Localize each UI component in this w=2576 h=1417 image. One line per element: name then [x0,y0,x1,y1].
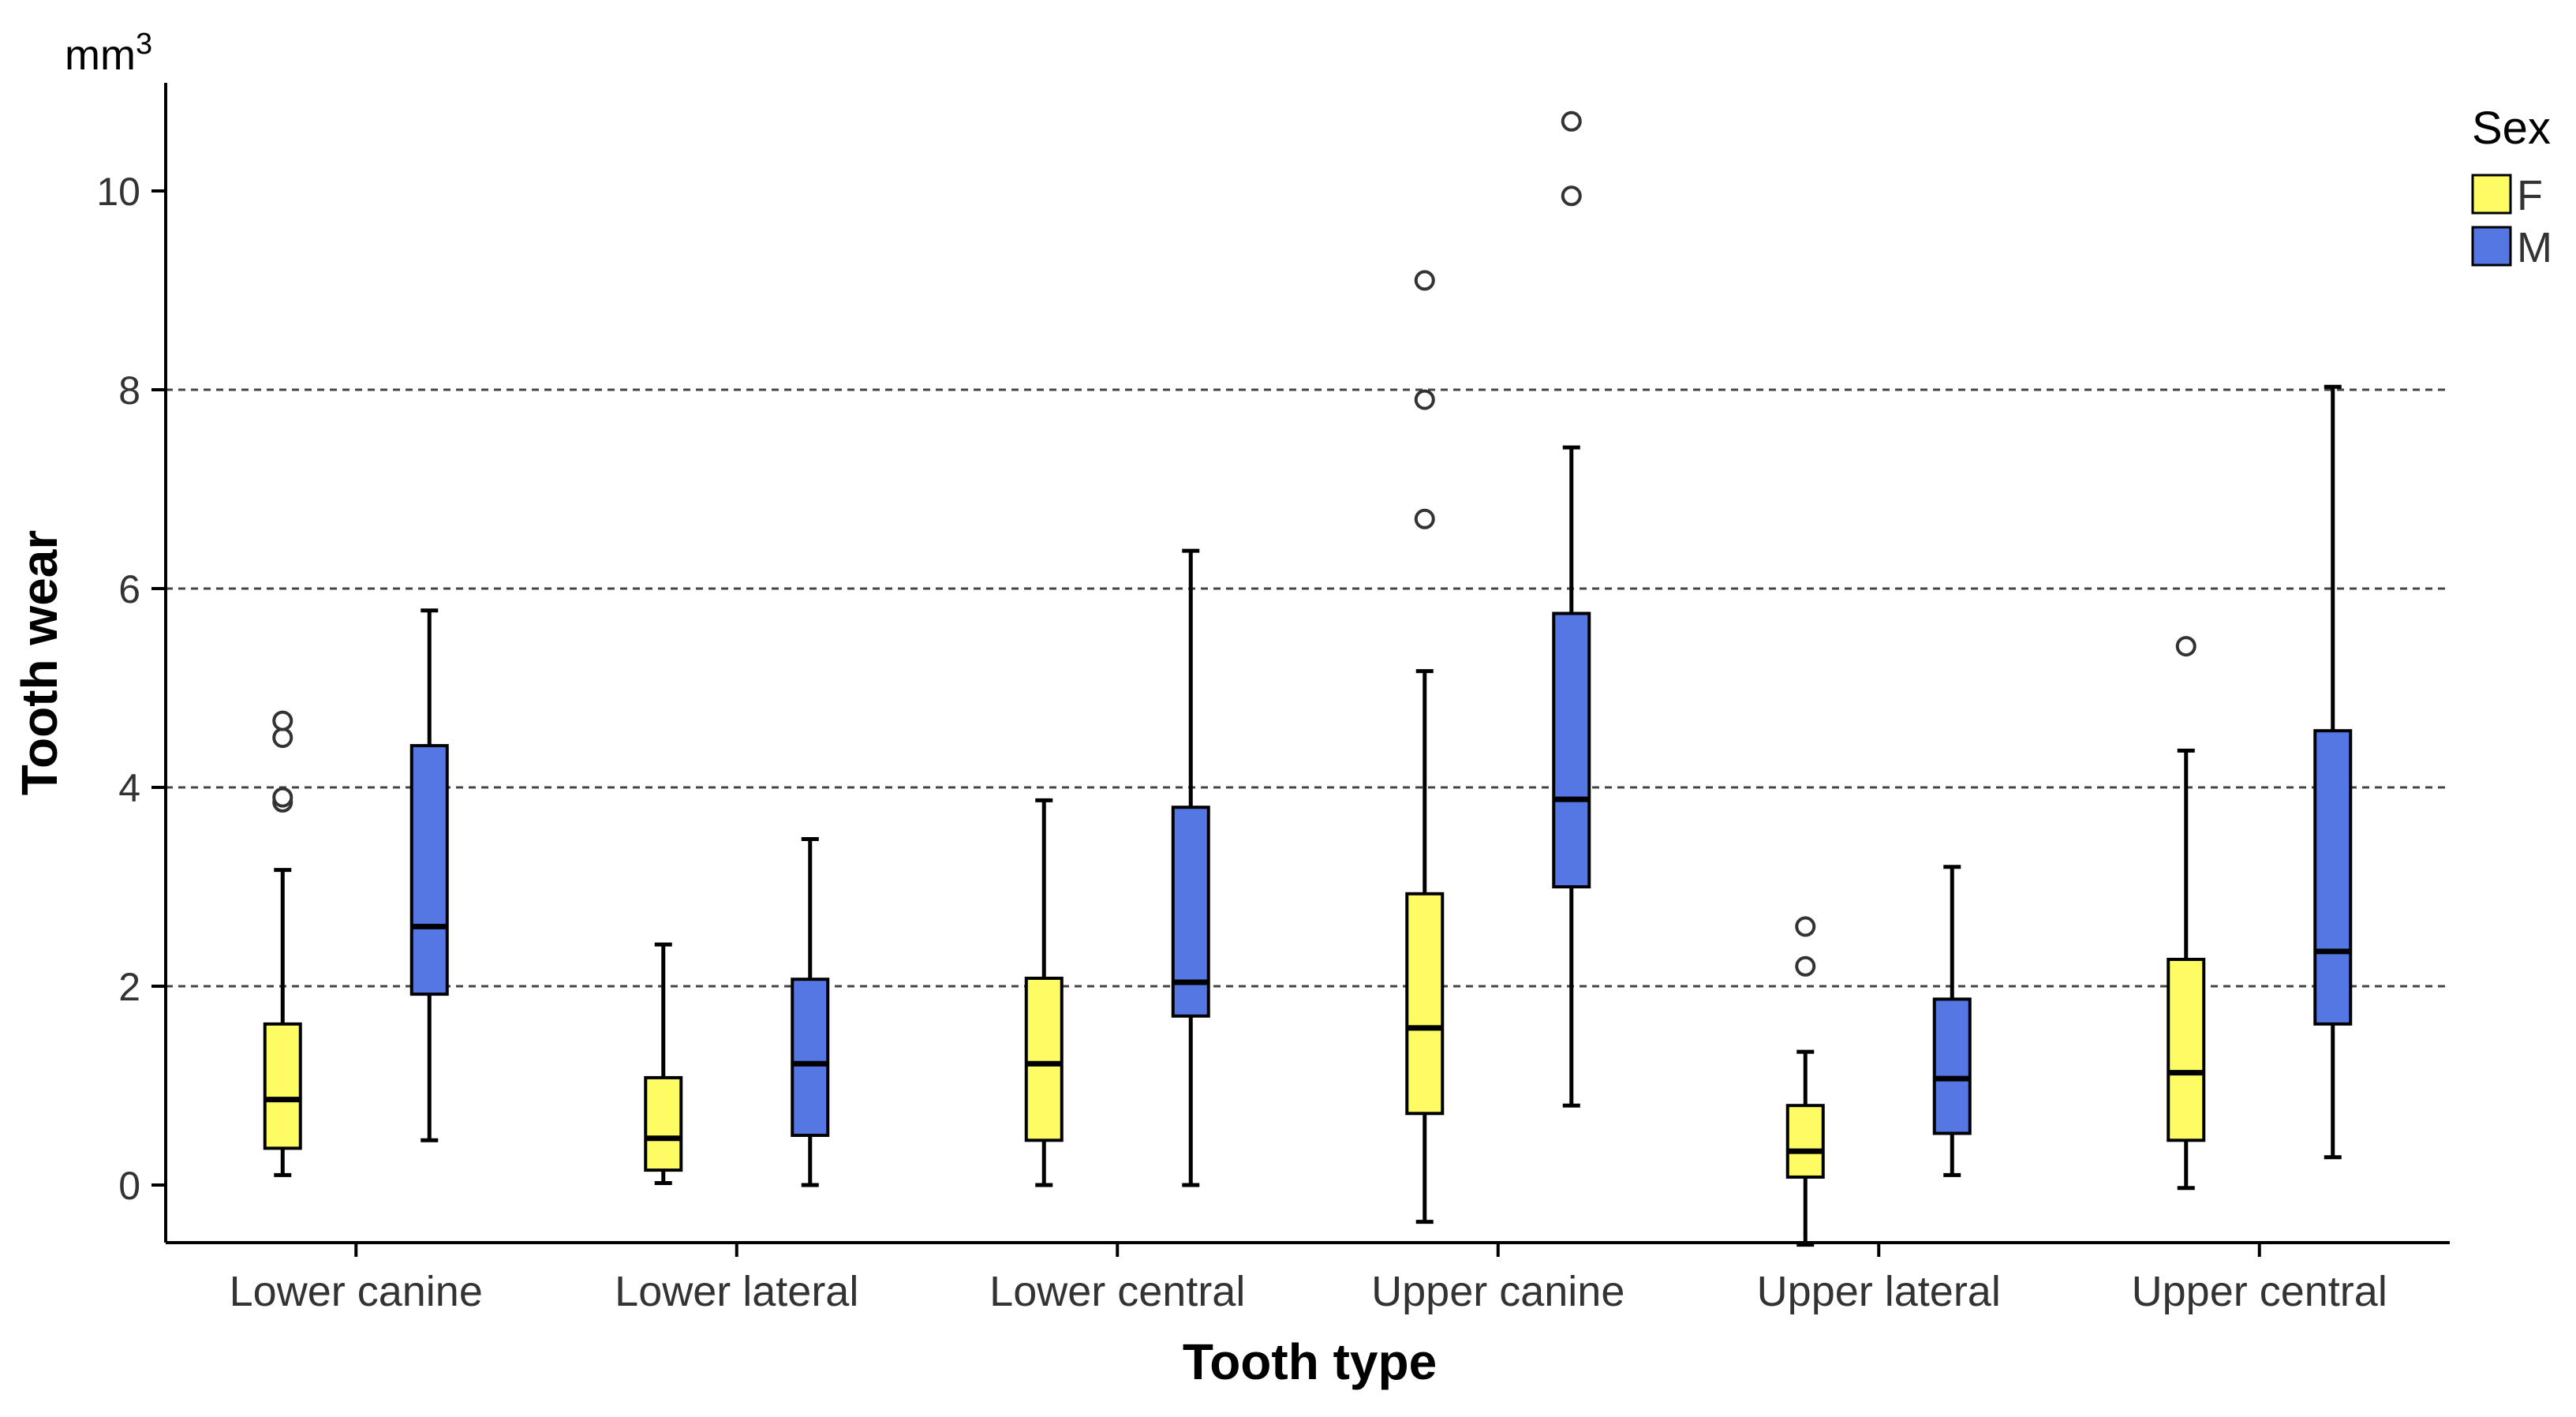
y-tick-label-10: 10 [96,170,140,214]
x-axis-title: Tooth type [1183,1333,1437,1390]
legend-title: Sex [2472,103,2551,154]
legend-swatch-m [2471,226,2512,267]
x-tick-label-5: Upper central [2132,1268,2387,1315]
outlier-f-4-1 [1795,916,1816,937]
x-tick-label-4: Upper lateral [1757,1268,2001,1315]
x-tick-label-3: Upper canine [1371,1268,1624,1315]
box-m-1 [791,978,830,1138]
y-tick-label-2: 2 [118,965,140,1009]
y-tick-label-4: 4 [118,766,140,810]
box-m-3 [1552,611,1591,888]
outlier-f-4-0 [1795,955,1816,977]
x-tick-label-2: Lower central [989,1268,1245,1315]
legend: Sex F M [2471,103,2552,271]
outlier-f-3-2 [1414,270,1435,291]
box-f-1 [644,1075,683,1172]
outlier-m-3-0 [1561,185,1582,207]
y-tick-label-0: 0 [118,1164,140,1208]
outlier-f-3-0 [1414,508,1435,529]
box-f-3 [1405,892,1445,1116]
axes: 0 2 4 6 8 10 Lower canine Lower lateral Lower ce… [96,83,2450,1315]
y-tick-label-6: 6 [118,567,140,611]
outlier-f-0-3 [272,710,293,731]
outlier-f-0-1 [272,787,293,808]
grid-lines [166,388,2450,988]
box-f-4 [1785,1104,1825,1179]
y-axis-unit: mm3 [65,28,152,79]
box-m-5 [2313,729,2353,1026]
boxes [263,110,2353,1247]
outlier-f-3-1 [1414,389,1435,410]
y-axis-unit-exponent: 3 [136,28,152,61]
outlier-m-3-1 [1561,110,1582,132]
legend-label-f: F [2517,172,2543,219]
box-f-5 [2167,957,2206,1142]
box-f-2 [1024,976,1064,1142]
x-tick-label-1: Lower lateral [615,1268,858,1315]
x-tick-label-0: Lower canine [230,1268,483,1315]
box-m-0 [409,744,449,996]
legend-label-m: M [2517,224,2552,271]
box-m-4 [1932,997,1972,1135]
legend-swatch-f [2471,174,2512,215]
y-axis-title: Tooth wear [11,530,68,796]
outlier-f-5-0 [2175,636,2197,657]
y-tick-label-8: 8 [118,368,140,413]
outlier-f-0-2 [272,727,293,748]
box-f-0 [263,1022,302,1150]
